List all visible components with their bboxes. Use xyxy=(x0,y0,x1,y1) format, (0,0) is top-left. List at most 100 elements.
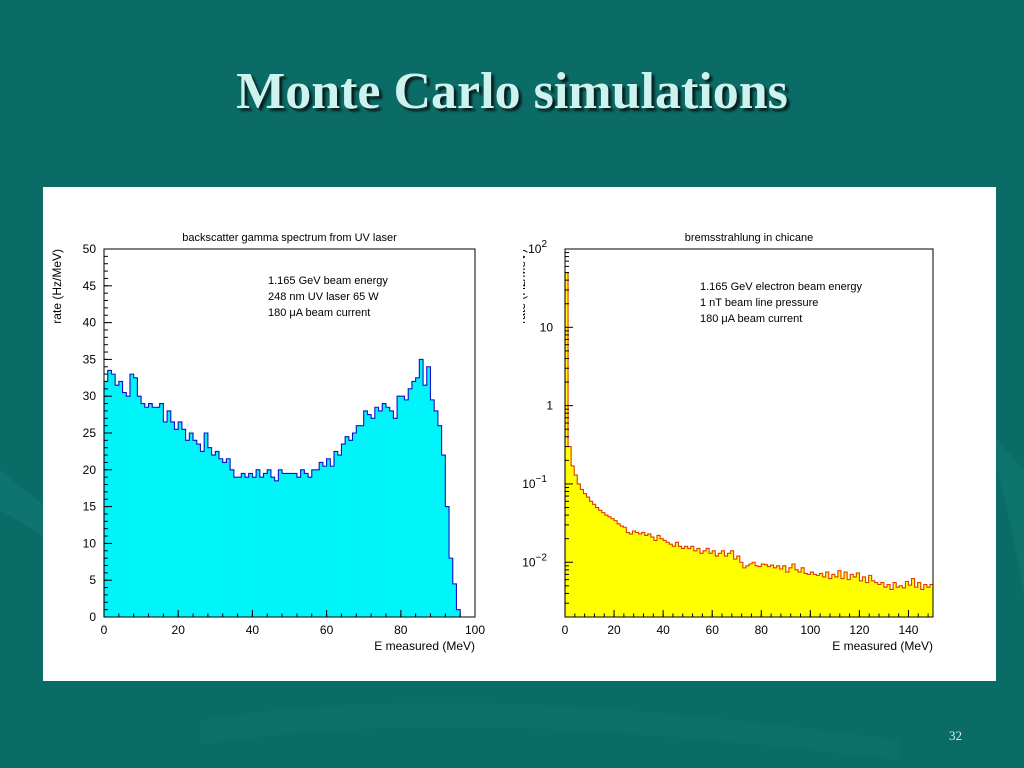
histogram-bar xyxy=(825,572,830,617)
histogram-bar xyxy=(371,418,376,617)
histogram-bar xyxy=(426,366,431,617)
histogram-bar xyxy=(174,429,179,617)
histogram-bar xyxy=(118,381,123,617)
histogram-bar xyxy=(378,410,383,617)
histogram-bar xyxy=(586,497,590,617)
histogram-bar xyxy=(853,576,857,617)
histogram-bar xyxy=(742,567,747,617)
histogram-bar xyxy=(133,377,138,617)
histogram-bar xyxy=(278,469,283,617)
chart-annotation: 1 nT beam line pressure xyxy=(700,297,818,309)
histogram-bar xyxy=(758,566,762,617)
histogram-bar xyxy=(730,550,734,617)
x-tick-label: 80 xyxy=(394,623,408,637)
histogram-bar xyxy=(445,506,450,617)
histogram-bar xyxy=(604,515,609,617)
histogram-bar xyxy=(259,477,264,617)
chart-annotation: 180 μA beam current xyxy=(700,313,802,325)
y-axis-label: rate (Hz/MeV) xyxy=(50,249,64,324)
histogram-bar xyxy=(137,396,142,617)
slide-title: Monte Carlo simulations xyxy=(236,63,788,120)
histogram-bar xyxy=(761,564,765,617)
histogram-bar xyxy=(681,548,685,617)
histogram-bar xyxy=(397,396,402,617)
x-tick-label: 60 xyxy=(320,623,334,637)
histogram-bar xyxy=(629,533,633,617)
histogram-bar xyxy=(684,546,688,617)
histogram-bar xyxy=(745,565,750,617)
histogram-bar xyxy=(282,473,287,617)
histogram-bar xyxy=(389,410,394,617)
histogram-bar xyxy=(430,399,435,617)
histogram-bar xyxy=(363,410,368,617)
histogram-bar xyxy=(423,385,428,617)
histogram-bar xyxy=(230,469,235,617)
histogram-bar xyxy=(577,483,581,617)
histogram-bar xyxy=(204,433,209,617)
histogram-bar xyxy=(920,589,925,617)
histogram-bar xyxy=(660,538,664,617)
histogram-bar xyxy=(285,473,290,617)
y-tick-label: 0 xyxy=(89,610,96,624)
histogram-bar xyxy=(252,477,257,617)
histogram-bar xyxy=(709,553,713,617)
histogram-bar xyxy=(635,532,639,617)
x-tick-label: 0 xyxy=(562,623,569,637)
y-tick-label: 102 xyxy=(528,239,547,256)
histogram-bar xyxy=(617,523,621,617)
histogram-bar xyxy=(400,396,405,617)
histogram-bar xyxy=(300,469,305,617)
histogram-bar xyxy=(115,385,120,617)
histogram-bar xyxy=(727,553,731,617)
histogram-bar xyxy=(565,272,569,617)
histogram-bar xyxy=(589,501,593,617)
histogram-bar xyxy=(452,583,457,617)
histogram-bar xyxy=(801,567,805,617)
histogram-bar xyxy=(923,584,928,617)
histogram-bar xyxy=(337,455,342,617)
y-tick-label: 10−2 xyxy=(523,552,547,569)
histogram-bar xyxy=(211,455,216,617)
histogram-bar xyxy=(144,407,149,617)
histogram-bar xyxy=(367,414,372,617)
histogram-bar xyxy=(798,572,802,617)
histogram-bar xyxy=(764,564,768,617)
histogram-bar xyxy=(393,418,398,617)
histogram-bar xyxy=(408,388,413,617)
x-tick-label: 140 xyxy=(898,623,918,637)
histogram-bar xyxy=(404,399,409,617)
histogram-bar xyxy=(189,433,194,617)
chart-annotation: 1.165 GeV beam energy xyxy=(268,275,388,287)
histogram-bar xyxy=(641,532,646,617)
histogram-bar xyxy=(352,433,357,617)
histogram-bar xyxy=(690,546,695,617)
chart-annotation: 180 μA beam current xyxy=(268,307,370,319)
histogram-bar xyxy=(256,469,261,617)
histogram-bar xyxy=(159,403,164,617)
histogram-bar xyxy=(782,565,787,617)
histogram-bar xyxy=(304,473,309,617)
histogram-bar xyxy=(822,576,826,617)
histogram-bar xyxy=(721,550,725,617)
histogram-bar xyxy=(672,546,676,617)
histogram-bar xyxy=(341,444,346,617)
histogram-bar xyxy=(669,544,673,617)
y-axis: 102 10 1 10−1 10−2 xyxy=(523,239,573,618)
y-tick-label: 40 xyxy=(83,316,97,330)
histogram-bar xyxy=(415,377,420,617)
x-tick-label: 20 xyxy=(607,623,621,637)
histogram-bar xyxy=(831,574,836,617)
histogram-bar xyxy=(111,374,116,617)
histogram-bar xyxy=(319,462,324,617)
y-tick-label: 15 xyxy=(83,500,97,514)
y-tick-label: 50 xyxy=(83,242,97,256)
histogram-bar xyxy=(887,584,891,617)
histogram-bar xyxy=(859,580,863,617)
slide-number: 32 xyxy=(949,728,962,743)
histogram-bar xyxy=(626,532,630,617)
histogram-bar xyxy=(804,573,808,617)
histogram-bar xyxy=(819,573,823,617)
x-tick-label: 20 xyxy=(172,623,186,637)
histogram-bar xyxy=(807,574,811,617)
plot-frame xyxy=(564,248,934,618)
